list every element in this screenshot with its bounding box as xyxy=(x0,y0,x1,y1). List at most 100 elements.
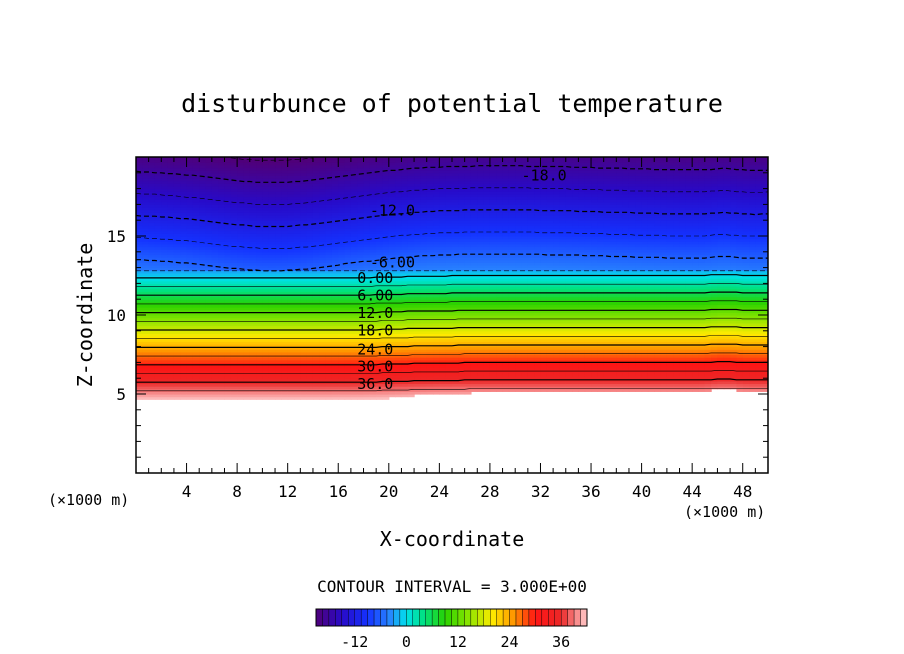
contour-cell xyxy=(154,230,162,234)
contour-cell xyxy=(161,296,169,300)
contour-cell xyxy=(199,259,207,263)
contour-cell xyxy=(161,212,169,216)
contour-cell xyxy=(154,191,162,195)
contour-cell xyxy=(218,199,226,203)
contour-cell xyxy=(161,396,169,400)
contour-cell xyxy=(148,304,156,308)
contour-cell xyxy=(230,291,238,295)
contour-cell xyxy=(154,320,162,324)
contour-cell xyxy=(180,267,188,271)
contour-cell xyxy=(211,191,219,195)
contour-cell xyxy=(154,372,162,377)
contour-cell xyxy=(154,267,162,271)
contour-cell xyxy=(205,178,213,182)
contour-cell xyxy=(205,388,213,392)
contour-cell xyxy=(205,396,213,400)
contour-cell xyxy=(161,170,169,174)
contour-cell xyxy=(230,180,238,184)
contour-cell xyxy=(173,383,181,387)
contour-cell xyxy=(154,228,162,232)
contour-cell xyxy=(218,272,226,277)
contour-cell xyxy=(199,396,207,400)
contour-cell xyxy=(224,212,232,216)
contour-cell xyxy=(192,162,200,166)
contour-cell xyxy=(199,188,207,192)
contour-cell xyxy=(167,201,175,205)
contour-cell xyxy=(211,391,219,395)
contour-cell xyxy=(224,246,232,250)
contour-cell xyxy=(161,257,169,261)
contour-cell xyxy=(205,341,213,345)
contour-cell xyxy=(218,288,226,292)
contour-cell xyxy=(230,246,238,250)
contour-cell xyxy=(154,251,162,256)
contour-cell xyxy=(154,209,162,213)
contour-cell xyxy=(224,343,232,348)
contour-cell xyxy=(205,338,213,342)
contour-cell xyxy=(136,333,143,337)
contour-cell xyxy=(173,388,181,392)
contour-cell xyxy=(192,264,200,269)
contour-cell xyxy=(218,343,226,348)
contour-cell xyxy=(205,309,213,313)
contour-cell xyxy=(142,317,150,321)
contour-cell xyxy=(167,341,175,345)
contour-cell xyxy=(154,283,162,287)
contour-cell xyxy=(154,167,162,171)
contour-cell xyxy=(205,199,213,203)
contour-cell xyxy=(154,196,162,200)
contour-cell xyxy=(224,188,232,192)
contour-cell xyxy=(237,243,245,248)
contour-cell xyxy=(243,394,251,398)
contour-cell xyxy=(192,370,200,374)
contour-cell xyxy=(205,283,213,287)
contour-cell xyxy=(186,172,194,177)
contour-cell xyxy=(148,188,156,192)
contour-cell xyxy=(224,270,232,274)
contour-cell xyxy=(180,172,188,177)
contour-cell xyxy=(148,288,156,292)
contour-cell xyxy=(148,196,156,200)
contour-cell xyxy=(148,207,156,211)
contour-cell xyxy=(237,236,245,240)
contour-cell xyxy=(180,278,188,282)
contour-cell xyxy=(230,183,238,187)
contour-cell xyxy=(154,296,162,300)
contour-cell xyxy=(154,341,162,345)
contour-cell xyxy=(199,304,207,308)
contour-cell xyxy=(173,286,181,290)
contour-cell xyxy=(224,214,232,219)
contour-cell xyxy=(211,299,219,303)
contour-cell xyxy=(180,283,188,287)
contour-cell xyxy=(142,251,150,256)
contour-cell xyxy=(136,180,143,184)
contour-cell xyxy=(154,236,162,240)
contour-cell xyxy=(167,264,175,269)
contour-cell xyxy=(167,386,175,390)
contour-cell xyxy=(205,188,213,192)
contour-cell xyxy=(167,249,175,253)
contour-cell xyxy=(230,349,238,353)
contour-cell xyxy=(180,199,188,203)
contour-cell xyxy=(230,375,238,379)
contour-cell xyxy=(180,333,188,337)
contour-cell xyxy=(148,338,156,342)
contour-cell xyxy=(136,172,143,177)
contour-cell xyxy=(167,262,175,266)
contour-cell xyxy=(154,157,162,161)
contour-cell xyxy=(180,370,188,374)
contour-cell xyxy=(161,209,169,213)
contour-cell xyxy=(199,172,207,177)
contour-cell xyxy=(218,286,226,290)
contour-cell xyxy=(192,365,200,369)
contour-cell xyxy=(142,193,150,198)
contour-cell xyxy=(186,275,194,279)
contour-cell xyxy=(154,214,162,219)
contour-cell xyxy=(142,204,150,208)
contour-cell xyxy=(154,275,162,279)
contour-cell xyxy=(136,367,143,371)
contour-cell xyxy=(136,251,143,256)
contour-cell xyxy=(161,222,169,227)
contour-cell xyxy=(224,359,232,363)
contour-cell xyxy=(148,341,156,345)
